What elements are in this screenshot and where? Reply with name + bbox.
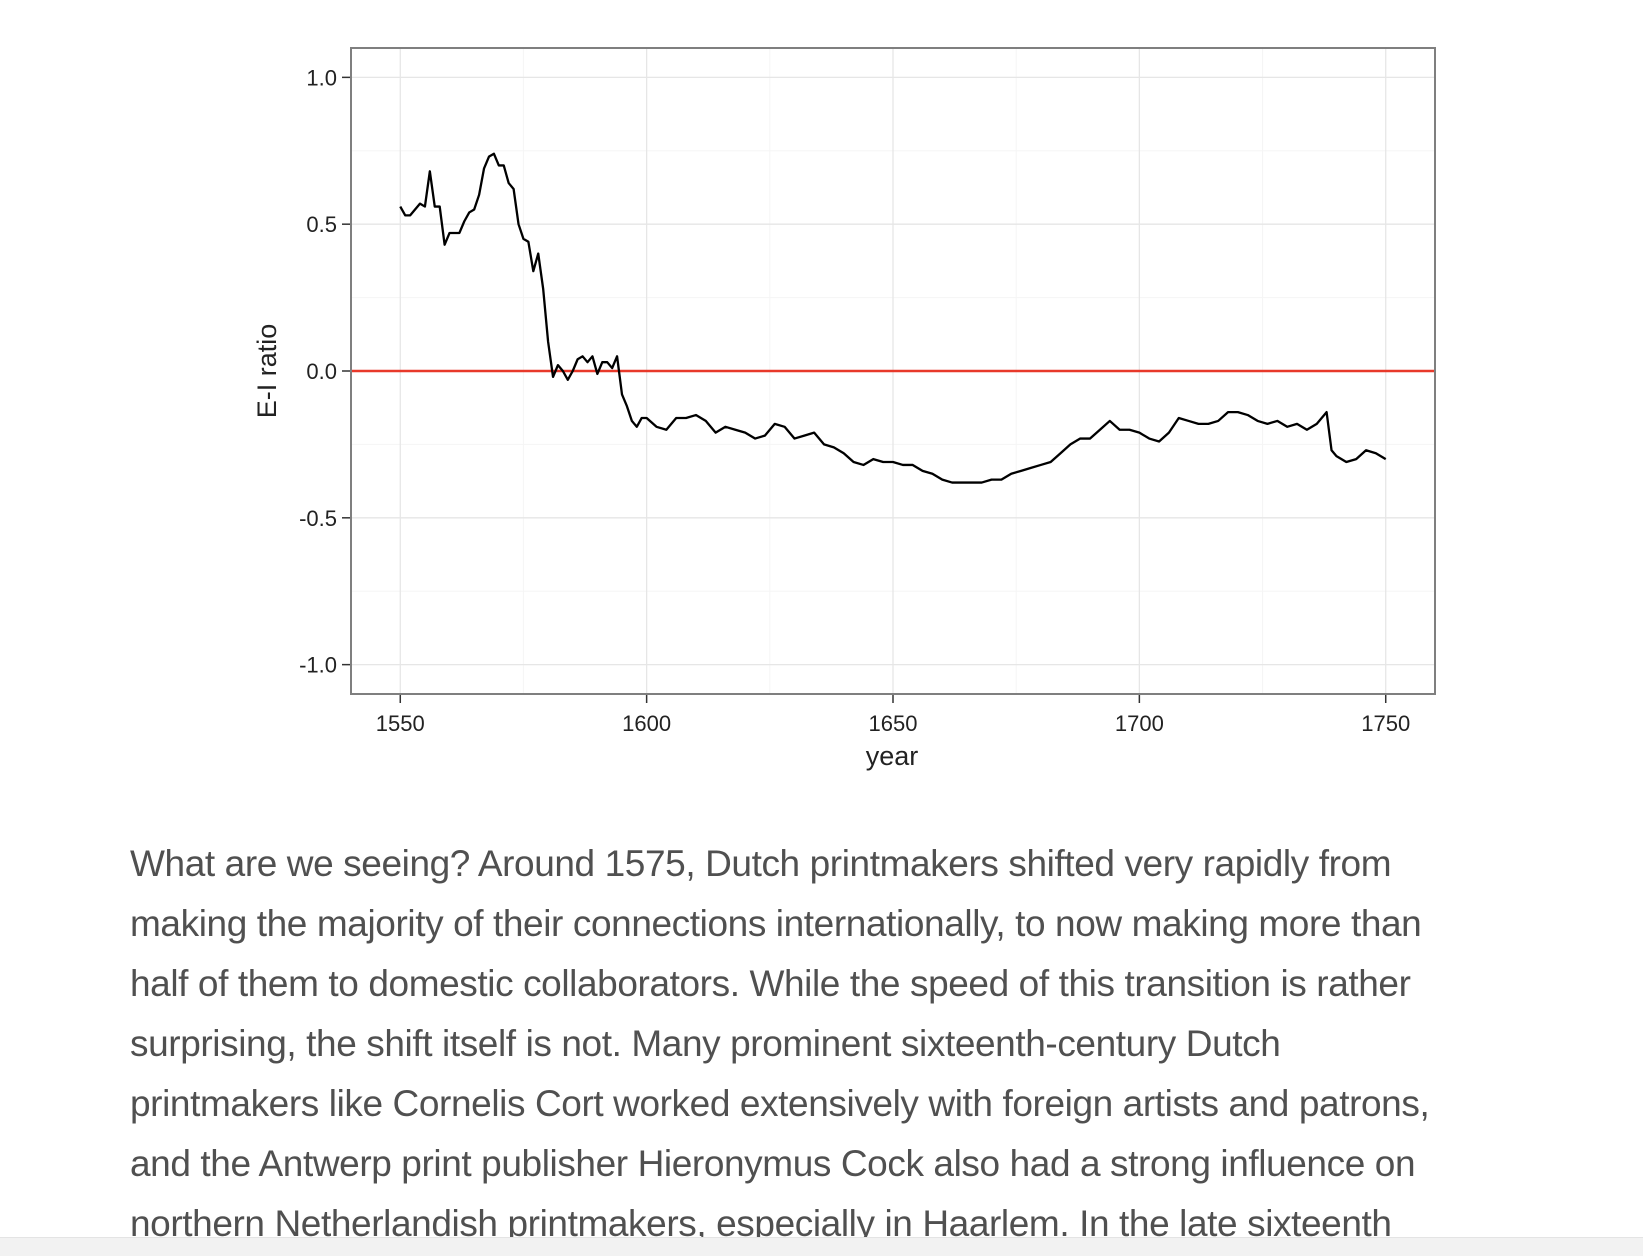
paragraph-line: surprising, the shift itself is not. Man… (130, 1023, 1281, 1064)
paragraph-line: and the Antwerp print publisher Hieronym… (130, 1143, 1416, 1184)
x-axis-title: year (866, 741, 919, 771)
paragraph-line: making the majority of their connections… (130, 903, 1422, 944)
x-tick-label: 1550 (376, 711, 425, 736)
y-tick-label: 0.5 (306, 212, 337, 237)
paragraph-line: half of them to domestic collaborators. … (130, 963, 1411, 1004)
x-tick-label: 1600 (622, 711, 671, 736)
y-axis-title: E-I ratio (252, 324, 282, 419)
y-tick-label: 1.0 (306, 65, 337, 90)
x-tick-label: 1650 (869, 711, 918, 736)
paragraph-line: northern Netherlandish printmakers, espe… (130, 1203, 1392, 1237)
scrollbar-strip (0, 1237, 1643, 1256)
x-tick-label: 1700 (1115, 711, 1164, 736)
y-tick-label: -0.5 (299, 506, 337, 531)
y-tick-label: 0.0 (306, 359, 337, 384)
paragraph-line: printmakers like Cornelis Cort worked ex… (130, 1083, 1430, 1124)
data-line (399, 152, 1387, 484)
x-tick-label: 1750 (1361, 711, 1410, 736)
article: What are we seeing? Around 1575, Dutch p… (130, 834, 1610, 1237)
panel-border (350, 47, 1436, 695)
y-tick-label: -1.0 (299, 653, 337, 678)
chart: year E-I ratio 1550 1600 1650 1700 1750 1.0 0.… (252, 47, 1436, 771)
paragraph-line: What are we seeing? Around 1575, Dutch p… (130, 843, 1392, 884)
